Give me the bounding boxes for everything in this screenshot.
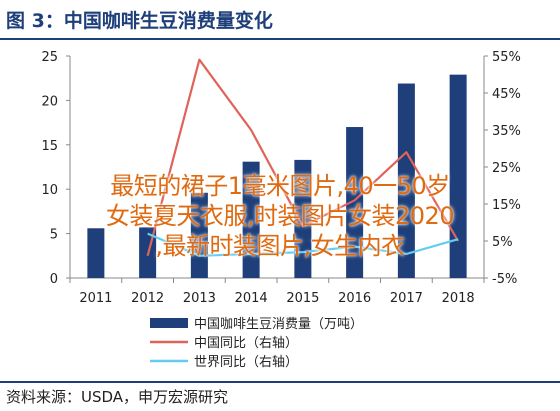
right-tick-label: 5% (492, 235, 513, 250)
left-tick-label: 0 (50, 272, 58, 287)
bar (397, 83, 415, 278)
chart-title: 图 3：中国咖啡生豆消费量变化 (6, 10, 273, 32)
legend-label: 中国咖啡生豆消费量（万吨） (194, 317, 363, 332)
line-series (146, 58, 460, 257)
right-tick-label: 55% (492, 50, 521, 65)
china-yoy-line (146, 58, 460, 257)
left-tick-label: 25 (41, 50, 58, 65)
x-tick-label: 2017 (390, 291, 423, 306)
legend-label: 中国同比（右轴） (194, 336, 298, 351)
bar (294, 159, 312, 278)
legend-label: 世界同比（右轴） (194, 355, 298, 370)
chart-svg: 0 5 10 15 20 25 -5% 5% 15% 25% 35% 45% 55% 2011 2012 20… (41, 50, 520, 370)
x-tick-label: 2012 (131, 291, 164, 306)
right-tick-label: 25% (492, 161, 521, 176)
left-tick-label: 20 (41, 94, 58, 109)
title-divider (0, 38, 560, 40)
legend-swatch-bar (150, 318, 188, 328)
right-tick-label: -5% (492, 272, 517, 287)
x-tick-label: 2015 (286, 291, 319, 306)
x-tick-label: 2016 (338, 291, 371, 306)
left-tick-label: 5 (50, 228, 58, 243)
right-tick-label: 45% (492, 87, 521, 102)
chart-legend: 中国咖啡生豆消费量（万吨） 中国同比（右轴） 世界同比（右轴） (150, 317, 363, 370)
bar (242, 161, 260, 278)
x-tick-label: 2011 (79, 291, 112, 306)
bar (190, 192, 208, 278)
left-tick-label: 10 (41, 183, 58, 198)
chart-axes (66, 55, 488, 283)
x-tick-label: 2018 (442, 291, 475, 306)
x-tick-label: 2013 (183, 291, 216, 306)
footer-divider (0, 381, 560, 383)
bar (449, 74, 467, 278)
right-tick-label: 15% (492, 198, 521, 213)
x-tick-label: 2014 (235, 291, 268, 306)
right-tick-label: 35% (492, 124, 521, 139)
bar (87, 228, 105, 278)
tick-labels: 0 5 10 15 20 25 -5% 5% 15% 25% 35% 45% 55% 2011 2012 20… (41, 50, 520, 306)
source-note: 资料来源：USDA，申万宏源研究 (6, 388, 229, 406)
world-yoy-line (147, 232, 459, 257)
bar (346, 127, 364, 278)
left-tick-label: 15 (41, 139, 58, 154)
